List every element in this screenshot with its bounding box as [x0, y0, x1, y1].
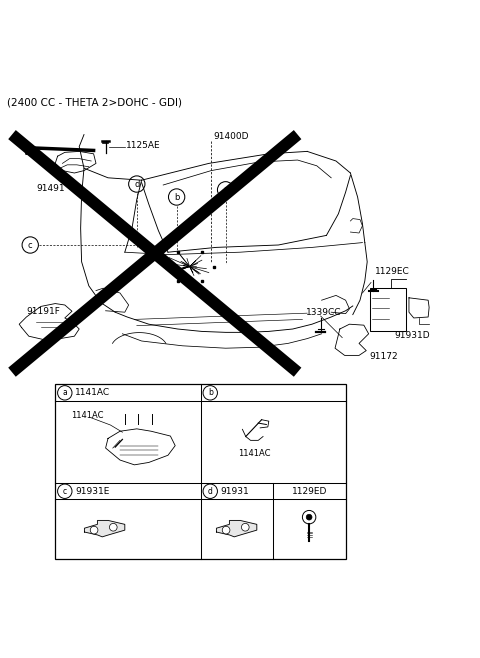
Polygon shape — [216, 520, 257, 537]
Text: 91931E: 91931E — [75, 487, 110, 495]
Text: c: c — [63, 487, 67, 495]
Circle shape — [241, 523, 249, 531]
Circle shape — [90, 526, 98, 534]
Text: c: c — [28, 241, 33, 249]
Text: 1141AC: 1141AC — [71, 411, 104, 420]
Text: 1129EC: 1129EC — [375, 267, 410, 276]
Text: 1339CC: 1339CC — [306, 308, 341, 317]
Text: 91931: 91931 — [221, 487, 250, 495]
Text: 1125AE: 1125AE — [126, 141, 160, 150]
Circle shape — [222, 526, 230, 534]
Circle shape — [109, 523, 117, 531]
Text: b: b — [174, 193, 180, 201]
Text: 91191F: 91191F — [26, 307, 60, 316]
Text: b: b — [208, 388, 213, 397]
Text: d: d — [208, 487, 213, 495]
Text: 91931D: 91931D — [395, 331, 430, 340]
Circle shape — [306, 515, 312, 520]
Text: (2400 CC - THETA 2>DOHC - GDI): (2400 CC - THETA 2>DOHC - GDI) — [7, 97, 182, 108]
Text: a: a — [62, 388, 67, 397]
Text: 91400D: 91400D — [213, 132, 249, 141]
Text: 1141AC: 1141AC — [75, 388, 110, 397]
Bar — [55, 384, 346, 559]
Polygon shape — [84, 520, 125, 537]
Text: 91491: 91491 — [36, 184, 65, 193]
Text: a: a — [223, 186, 228, 194]
Text: d: d — [134, 180, 140, 189]
Text: 1141AC: 1141AC — [238, 449, 270, 458]
Text: 1129ED: 1129ED — [292, 487, 327, 495]
Text: 91172: 91172 — [370, 352, 398, 361]
Bar — [370, 288, 406, 332]
